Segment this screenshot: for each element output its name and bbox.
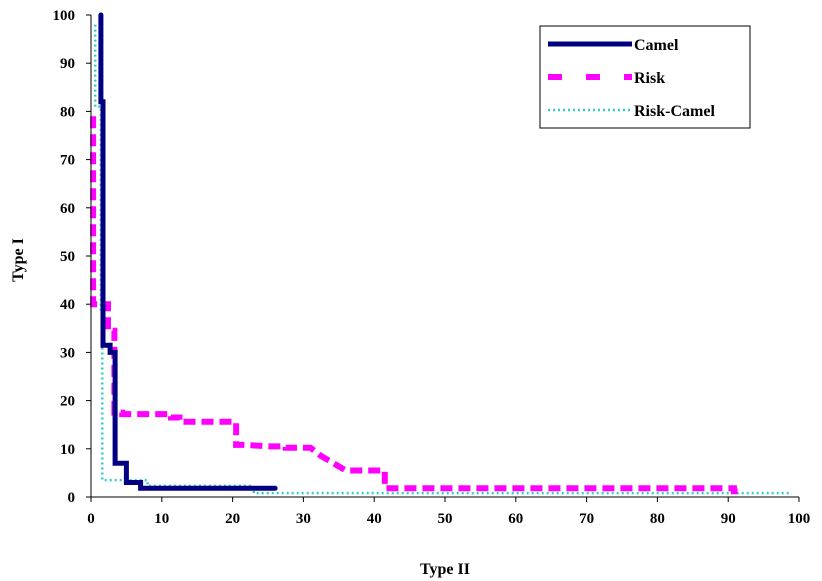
y-tick-label: 60 [60, 201, 75, 217]
y-tick-label: 30 [60, 345, 75, 361]
x-tick-label: 20 [225, 511, 240, 527]
legend-items: Camel Risk Risk-Camel [548, 37, 715, 120]
y-tick-label: 20 [60, 394, 75, 410]
y-tick-label: 90 [60, 56, 75, 72]
x-tick-label: 30 [296, 511, 311, 527]
axes [86, 14, 800, 502]
y-axis-title: Type I [10, 238, 27, 282]
y-tick-label: 40 [60, 297, 75, 313]
x-tick-label: 60 [508, 511, 523, 527]
y-tick-label: 80 [60, 104, 75, 120]
y-tick-label: 70 [60, 153, 75, 169]
x-tick-label: 10 [154, 511, 169, 527]
x-tick-label: 50 [438, 511, 453, 527]
x-tick-label: 100 [788, 511, 811, 527]
x-axis-title: Type II [420, 561, 470, 578]
tick-labels: 0 10 20 30 40 50 60 70 80 90 100 0 10 20 30 40 50 60 70 80 9… [53, 8, 811, 527]
x-tick-label: 40 [367, 511, 382, 527]
plot-area [90, 12, 792, 495]
series-line-risk [90, 116, 739, 495]
legend-label-risk-camel: Risk-Camel [634, 103, 715, 120]
y-tick-label: 10 [60, 442, 75, 458]
legend: Camel Risk Risk-Camel [539, 25, 751, 129]
series-line-camel [98, 12, 278, 491]
legend-label-camel: Camel [634, 37, 679, 54]
x-tick-label: 0 [87, 511, 95, 527]
legend-label-risk: Risk [634, 70, 665, 87]
x-tick-label: 80 [650, 511, 665, 527]
y-tick-label: 100 [53, 8, 76, 24]
x-tick-label: 70 [579, 511, 594, 527]
y-tick-label: 50 [60, 249, 75, 265]
x-tick-label: 90 [721, 511, 736, 527]
y-tick-label: 0 [68, 490, 76, 506]
